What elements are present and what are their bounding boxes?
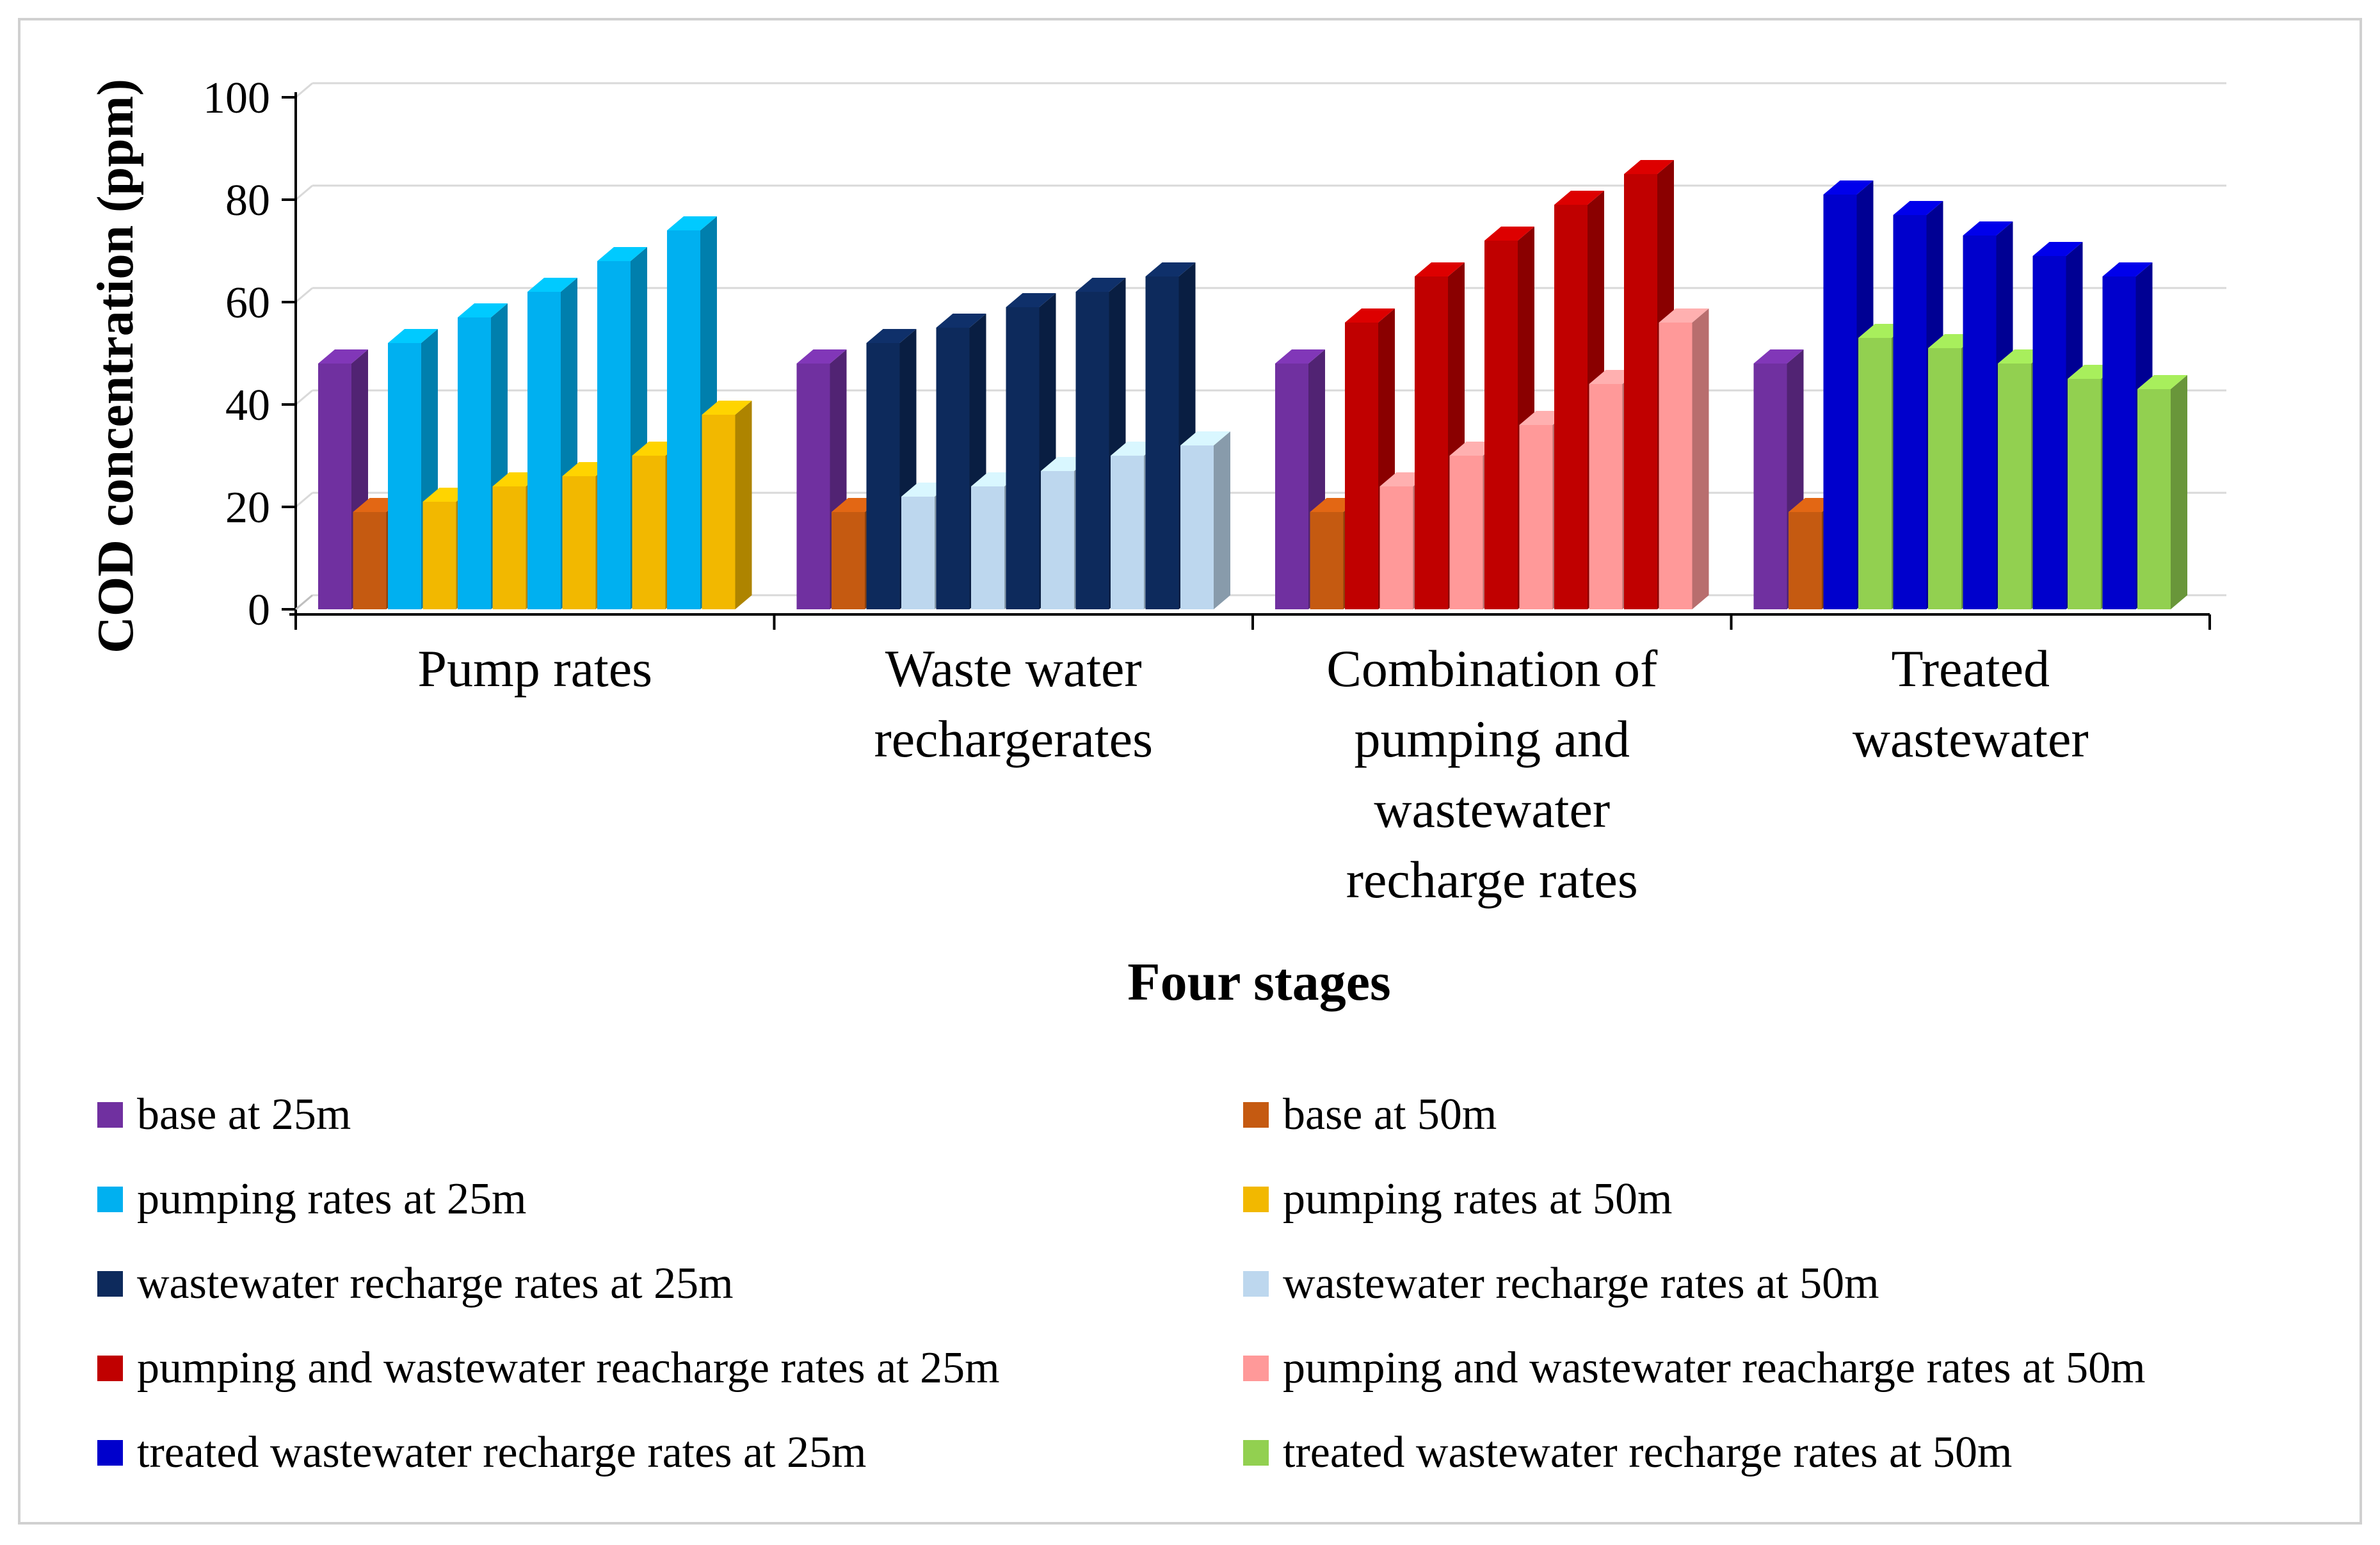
legend-item: treated wastewater recharge rates at 25m [97, 1421, 866, 1485]
category-label: Combination of pumping and wastewater recha… [1326, 639, 1658, 909]
x-axis-depth [295, 594, 313, 611]
legend-item: treated wastewater recharge rates at 50m [1243, 1421, 2012, 1485]
legend-swatch [97, 1102, 123, 1128]
legend-item: wastewater recharge rates at 25m [97, 1252, 734, 1316]
legend-swatch [1243, 1271, 1269, 1297]
y-tick-label: 40 [225, 381, 270, 430]
legend-label: pumping rates at 50m [1283, 1174, 1673, 1224]
bar [2137, 375, 2187, 609]
figure-frame: 0 20 40 60 80 100 Pump rates Waste water rechar… [18, 18, 2362, 1525]
legend-label: base at 50m [1283, 1090, 1497, 1139]
category-label: Treated wastewater [1853, 639, 2089, 768]
y-tick-labels: 0 20 40 60 80 100 [203, 74, 270, 635]
gridline-depth [295, 389, 313, 406]
legend-item: pumping rates at 25m [97, 1167, 527, 1231]
category-label: Pump rates [417, 639, 652, 698]
bar-chart: 0 20 40 60 80 100 Pump rates Waste water rechar… [88, 74, 2226, 1012]
legend-swatch [1243, 1187, 1269, 1212]
legend-swatch [97, 1440, 123, 1466]
category-labels: Pump rates Waste water rechargerates Combin… [417, 639, 2088, 909]
gridline-depth [295, 492, 313, 508]
legend: base at 25m base at 50m pumping rates at 2… [97, 1083, 2338, 1499]
bar [1180, 431, 1230, 609]
legend-label: pumping and wastewater reacharge rates a… [1283, 1343, 2146, 1393]
legend-item: base at 25m [97, 1083, 351, 1147]
legend-item: pumping and wastewater reacharge rates a… [97, 1336, 1000, 1400]
legend-swatch [1243, 1440, 1269, 1466]
legend-item: pumping rates at 50m [1243, 1167, 1673, 1231]
y-tick-label: 100 [203, 74, 270, 123]
gridline-depth [295, 82, 313, 99]
legend-label: treated wastewater recharge rates at 50m [1283, 1428, 2013, 1477]
legend-label: treated wastewater recharge rates at 25m [137, 1428, 867, 1477]
bar [1893, 201, 1943, 609]
legend-item: wastewater recharge rates at 50m [1243, 1252, 1879, 1316]
bar [1075, 278, 1126, 609]
y-tick-label: 60 [225, 278, 270, 328]
axes [282, 92, 2211, 630]
legend-swatch [97, 1271, 123, 1297]
bar [1415, 262, 1465, 609]
y-tick-label: 20 [225, 483, 270, 532]
y-tick-label: 0 [248, 586, 270, 635]
bar [936, 314, 986, 609]
legend-label: wastewater recharge rates at 25m [137, 1259, 734, 1308]
bars [318, 160, 2187, 609]
bar [702, 401, 752, 609]
legend-swatch [97, 1356, 123, 1381]
legend-label: pumping rates at 25m [137, 1174, 527, 1224]
legend-item: pumping and wastewater reacharge rates a… [1243, 1336, 2146, 1400]
legend-label: pumping and wastewater reacharge rates a… [137, 1343, 1000, 1393]
x-axis-title: Four stages [1127, 952, 1390, 1012]
bar [1659, 308, 1709, 609]
legend-swatch [1243, 1102, 1269, 1128]
category-label: Waste water rechargerates [874, 639, 1153, 768]
y-axis-title: COD concentration (ppm) [88, 79, 144, 653]
legend-swatch [97, 1187, 123, 1212]
gridline-depth [295, 184, 313, 201]
legend-label: wastewater recharge rates at 50m [1283, 1259, 1879, 1308]
gridline-depth [295, 287, 313, 303]
bar [1484, 227, 1534, 609]
legend-item: base at 50m [1243, 1083, 1497, 1147]
legend-swatch [1243, 1356, 1269, 1381]
legend-label: base at 25m [137, 1090, 351, 1139]
y-tick-label: 80 [225, 176, 270, 225]
